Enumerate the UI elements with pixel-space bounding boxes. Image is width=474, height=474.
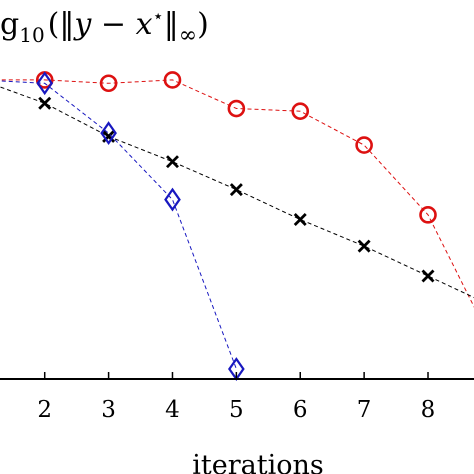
data-point-circle	[291, 102, 310, 120]
title-norm-close: ‖	[164, 7, 179, 42]
x-tick-label: 8	[421, 397, 436, 423]
x-axis-label: iterations	[192, 450, 323, 474]
x-tick-label: 3	[101, 397, 116, 423]
series-diamond	[0, 71, 245, 381]
data-point-circle	[419, 206, 437, 224]
data-point-diamond	[100, 121, 117, 146]
title-log-prefix: g	[0, 7, 19, 42]
data-point-diamond	[164, 187, 181, 212]
series-line-circle	[0, 79, 474, 308]
series-line-diamond	[0, 80, 237, 370]
title-close-paren: )	[197, 7, 209, 42]
chart-title: g10 (‖y − x⋆‖∞)	[0, 6, 209, 48]
data-point-cross	[229, 183, 243, 197]
title-var-y: y	[72, 7, 92, 42]
data-point-cross	[165, 155, 179, 169]
data-point-circle	[163, 71, 182, 89]
x-tick-label: 5	[229, 397, 244, 423]
series-layer	[0, 71, 474, 381]
data-point-circle	[227, 99, 246, 118]
title-star: ⋆	[152, 6, 163, 27]
series-cross	[0, 86, 474, 299]
data-point-circle	[99, 74, 118, 93]
data-point-cross	[421, 269, 435, 283]
data-point-cross	[102, 129, 116, 143]
series-circle	[0, 71, 474, 308]
series-line-cross	[0, 86, 474, 299]
data-point-cross	[357, 239, 371, 253]
x-tick-label: 2	[37, 397, 52, 423]
title-minus: −	[91, 7, 135, 42]
data-point-cross	[38, 96, 52, 110]
title-subscript: 10	[19, 23, 44, 47]
title-infinity: ∞	[179, 23, 197, 48]
data-point-diamond	[36, 71, 54, 96]
data-point-circle	[355, 136, 373, 154]
data-point-cross	[293, 213, 307, 226]
title-open-paren: (	[48, 7, 60, 42]
x-ticks: 23456789	[37, 372, 436, 423]
title-var-x: x	[136, 7, 153, 42]
x-tick-label: 6	[293, 397, 308, 423]
title-norm-open: ‖	[59, 7, 74, 42]
x-tick-label: 7	[357, 397, 372, 423]
x-tick-label: 4	[165, 397, 180, 423]
